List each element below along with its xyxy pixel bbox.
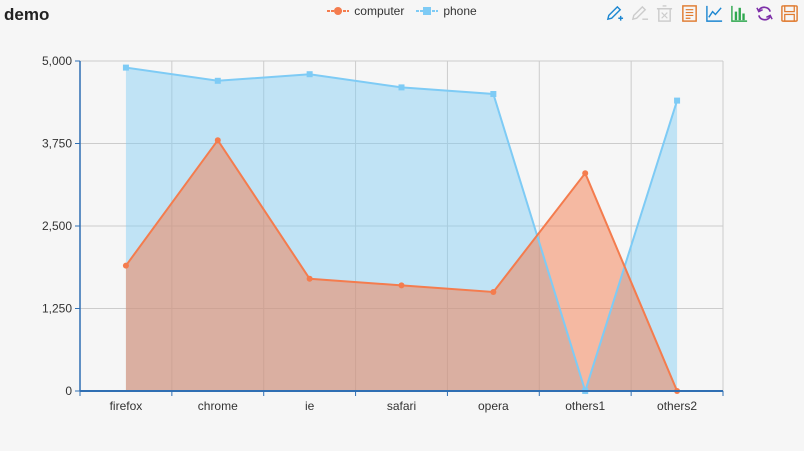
point-computer	[122, 262, 129, 269]
point-phone	[122, 64, 129, 71]
point-computer	[582, 170, 589, 177]
point-computer	[490, 289, 497, 295]
point-computer	[306, 275, 313, 282]
legend-item-computer[interactable]: computer	[327, 4, 404, 18]
legend-item-phone[interactable]: phone	[416, 4, 477, 18]
restore-icon[interactable]	[754, 3, 775, 24]
y-tick-label: 5,000	[42, 54, 72, 68]
x-tick-label: others2	[657, 399, 697, 413]
toolbox	[604, 3, 800, 24]
x-tick-label: opera	[478, 399, 509, 413]
legend-label-phone: phone	[443, 4, 477, 18]
mark-undo-icon[interactable]	[629, 3, 650, 24]
y-tick-label: 0	[65, 384, 72, 398]
legend: computer phone	[0, 4, 804, 18]
x-tick-label: chrome	[198, 399, 238, 413]
data-view-icon[interactable]	[679, 3, 700, 24]
x-tick-label: ie	[305, 399, 315, 413]
save-image-icon[interactable]	[779, 3, 800, 24]
y-tick-label: 3,750	[42, 137, 72, 151]
mark-clear-icon[interactable]	[654, 3, 675, 24]
y-tick-label: 1,250	[42, 302, 72, 316]
chart-title: demo	[4, 5, 50, 24]
x-tick-label: others1	[565, 399, 605, 413]
point-computer	[398, 282, 405, 289]
line-circle-icon	[327, 7, 350, 15]
point-phone	[214, 77, 221, 84]
line-chart-icon[interactable]	[704, 3, 725, 24]
x-tick-label: safari	[387, 399, 416, 413]
point-phone	[398, 84, 405, 91]
x-tick-label: firefox	[110, 399, 143, 413]
line-square-icon	[416, 7, 439, 15]
point-phone	[306, 71, 313, 78]
point-computer	[214, 137, 221, 144]
legend-label-computer: computer	[354, 4, 405, 18]
point-phone	[674, 97, 681, 104]
mark-icon[interactable]	[604, 3, 625, 24]
area-computer	[125, 140, 678, 391]
y-tick-label: 2,500	[42, 219, 72, 233]
point-phone	[490, 91, 497, 97]
bar-chart-icon[interactable]	[729, 3, 750, 24]
